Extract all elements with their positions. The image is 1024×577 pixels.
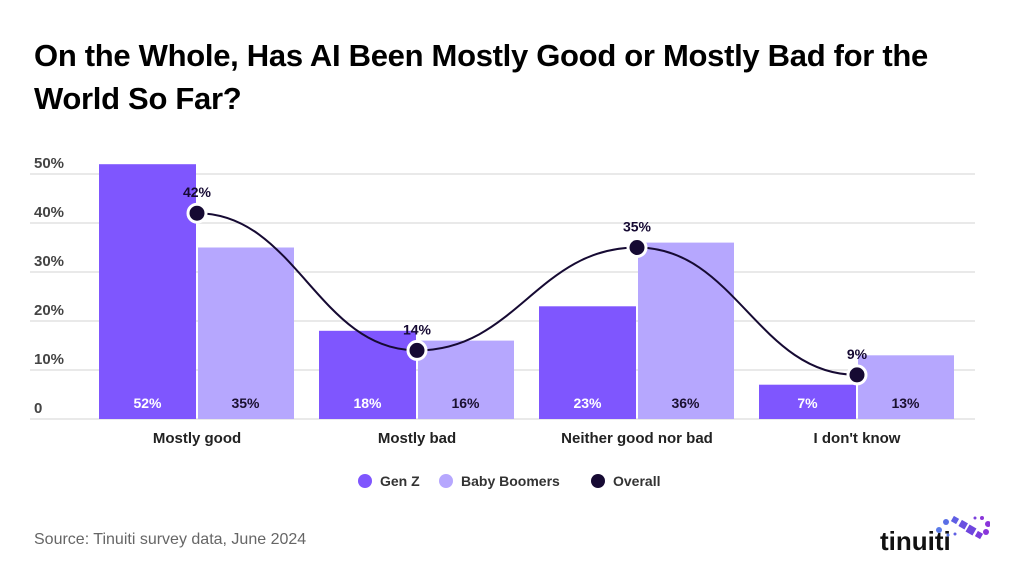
chart-title: On the Whole, Has AI Been Mostly Good or…: [34, 38, 928, 116]
bar-boomers: [638, 242, 734, 419]
legend-label: Baby Boomers: [461, 473, 560, 489]
legend-label: Overall: [613, 473, 660, 489]
data-label-overall: 35%: [623, 219, 652, 235]
legend-marker: [439, 474, 453, 488]
category-label: Mostly good: [153, 430, 241, 447]
source-note: Source: Tinuiti survey data, June 2024: [34, 531, 307, 548]
data-label-genz: 52%: [133, 395, 162, 411]
data-label-genz: 23%: [573, 395, 602, 411]
overall-point: [626, 237, 648, 258]
category-label: I don't know: [814, 430, 901, 447]
data-label-overall: 14%: [403, 321, 432, 337]
legend-marker: [591, 474, 605, 488]
y-tick-label: 50%: [34, 155, 64, 172]
legend-marker: [358, 474, 372, 488]
overall-point: [846, 364, 868, 386]
data-label-overall: 9%: [847, 346, 868, 362]
tinuiti-logo: tinuiti: [880, 510, 991, 565]
y-tick-label: 10%: [34, 351, 64, 368]
bar-boomers: [198, 247, 294, 419]
overall-point: [406, 339, 428, 361]
y-tick-label: 40%: [34, 204, 64, 221]
data-label-genz: 7%: [797, 395, 818, 411]
overall-point: [186, 202, 208, 224]
bar-genz: [759, 384, 856, 419]
overall-line: [196, 212, 858, 376]
y-tick-label: 0: [34, 400, 42, 417]
bar-genz: [99, 164, 196, 419]
data-label-boomers: 13%: [891, 395, 920, 411]
bar-genz: [539, 306, 636, 419]
bar-genz: [319, 330, 416, 419]
y-tick-label: 30%: [34, 253, 64, 270]
data-label-boomers: 16%: [451, 395, 480, 411]
category-label: Neither good nor bad: [561, 430, 713, 447]
data-label-boomers: 36%: [671, 395, 700, 411]
data-label-genz: 18%: [353, 395, 382, 411]
bar-boomers: [418, 340, 514, 419]
data-label-overall: 42%: [183, 184, 212, 200]
data-label-boomers: 35%: [231, 395, 260, 411]
category-label: Mostly bad: [378, 430, 456, 447]
legend-label: Gen Z: [380, 473, 420, 489]
bar-boomers: [858, 355, 954, 419]
y-tick-label: 20%: [34, 302, 64, 319]
